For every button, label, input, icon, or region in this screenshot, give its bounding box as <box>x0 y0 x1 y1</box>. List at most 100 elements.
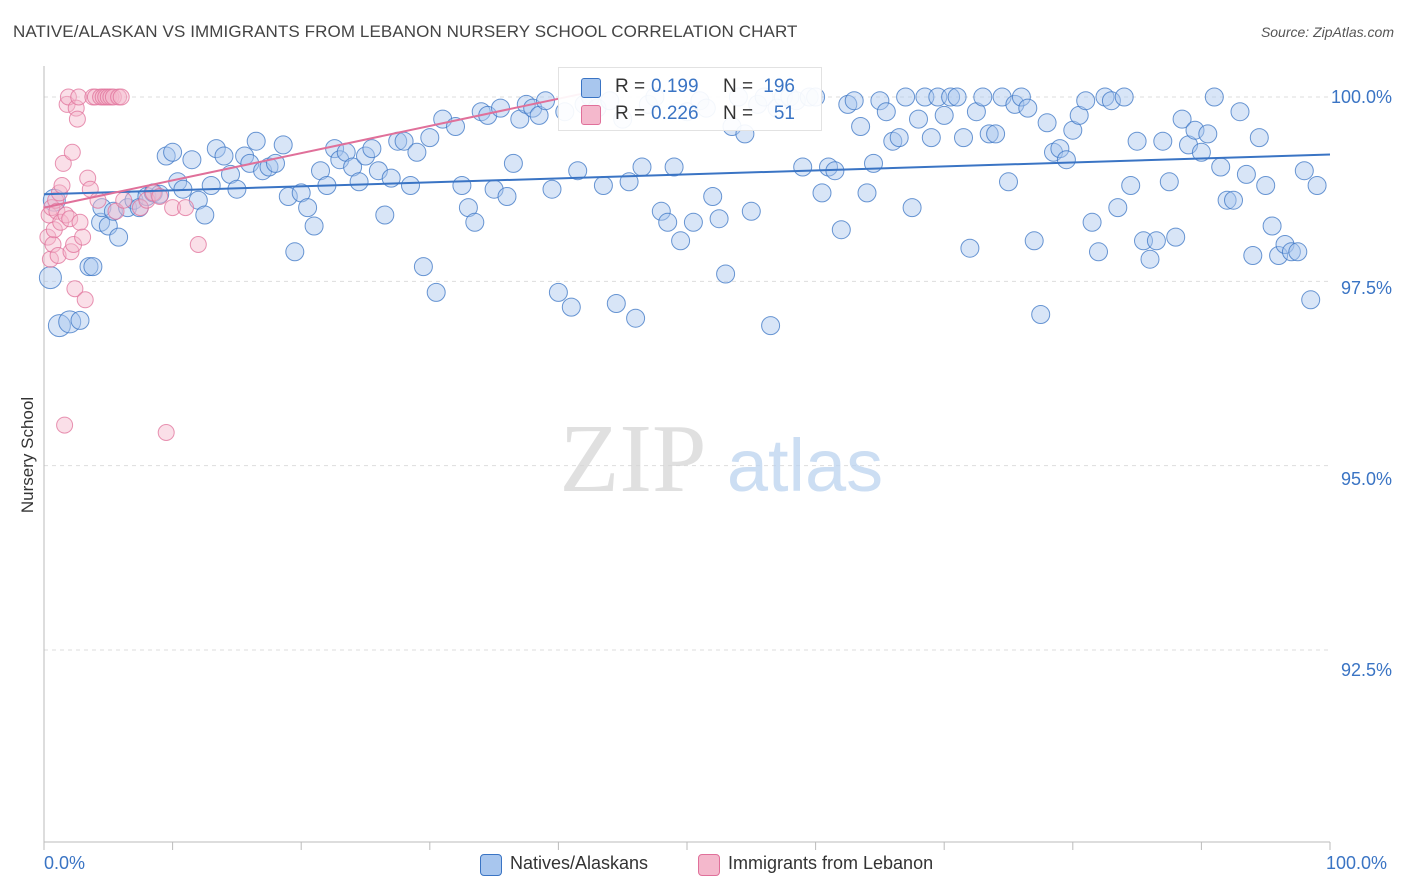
stats-swatch-lebanon <box>581 105 601 125</box>
watermark-atlas: atlas <box>727 424 883 507</box>
stats-n-value: 196 <box>763 76 795 97</box>
point-natives-184 <box>1230 102 1250 122</box>
point-lebanon-4 <box>44 236 62 253</box>
point-natives-18 <box>156 146 176 166</box>
y-axis-label: Nursery School <box>18 396 37 514</box>
stats-legend: R = 0.199 N = 196 R = 0.226 N = 51 <box>558 67 822 131</box>
point-lebanon-42 <box>115 191 133 209</box>
legend-swatch-natives <box>480 854 502 876</box>
point-natives-170 <box>1140 249 1160 269</box>
point-natives-141 <box>954 128 973 148</box>
stats-r-label: R = <box>615 103 646 124</box>
series-legend: Natives/Alaskans Immigrants from Lebanon <box>0 852 1406 878</box>
point-natives-131 <box>889 128 909 148</box>
point-natives-71 <box>503 153 523 173</box>
point-natives-80 <box>561 297 581 317</box>
point-lebanon-48 <box>164 199 182 217</box>
point-natives-126 <box>857 183 877 203</box>
point-natives-48 <box>349 172 369 192</box>
point-natives-34 <box>259 157 279 177</box>
point-natives-152 <box>1024 231 1044 251</box>
point-natives-167 <box>1121 176 1141 195</box>
point-natives-192 <box>1281 242 1301 262</box>
stats-r-value: 0.226 <box>651 103 699 124</box>
point-natives-145 <box>979 124 999 144</box>
point-natives-178 <box>1191 142 1211 162</box>
point-natives-175 <box>1172 109 1192 129</box>
stats-swatch-natives <box>581 78 601 98</box>
series-immigrants-from-lebanon <box>39 88 207 441</box>
point-lebanon-47 <box>157 424 175 441</box>
point-natives-149 <box>1005 94 1025 114</box>
x-tick-label-max: 100.0% <box>1326 853 1388 873</box>
point-natives-179 <box>1198 124 1218 144</box>
stats-legend-row-natives: R = 0.199 N = 196 <box>559 74 821 100</box>
point-natives-36 <box>273 135 293 155</box>
point-natives-120 <box>819 157 838 177</box>
point-natives-57 <box>407 142 427 162</box>
point-natives-25 <box>201 176 221 195</box>
stats-r-value: 0.199 <box>651 76 699 97</box>
point-natives-148 <box>999 172 1018 192</box>
point-lebanon-26 <box>74 228 92 246</box>
point-lebanon-46 <box>151 188 169 205</box>
point-natives-65 <box>465 212 485 232</box>
point-natives-87 <box>606 294 626 313</box>
point-natives-136 <box>921 128 941 148</box>
point-natives-139 <box>941 87 961 107</box>
point-natives-190 <box>1269 246 1289 265</box>
point-natives-58 <box>413 257 433 277</box>
point-natives-142 <box>960 238 980 258</box>
legend-swatch-lebanon <box>698 854 720 876</box>
point-natives-162 <box>1089 242 1108 262</box>
point-lebanon-19 <box>63 143 81 161</box>
point-natives-174 <box>1166 227 1186 247</box>
point-natives-128 <box>870 91 890 111</box>
point-natives-151 <box>1018 98 1038 118</box>
point-natives-182 <box>1217 190 1237 210</box>
point-natives-4 <box>70 310 90 330</box>
stats-n-value: 51 <box>773 103 795 124</box>
point-natives-180 <box>1204 87 1224 107</box>
point-lebanon-41 <box>112 88 130 106</box>
point-natives-133 <box>902 198 922 218</box>
point-natives-196 <box>1307 176 1327 195</box>
point-natives-165 <box>1108 198 1128 218</box>
point-natives-103 <box>709 209 729 229</box>
point-natives-195 <box>1301 290 1321 310</box>
source-label: Source: ZipAtlas.com <box>1260 24 1394 40</box>
point-natives-163 <box>1095 87 1115 107</box>
point-natives-132 <box>896 87 916 107</box>
point-natives-59 <box>420 128 440 148</box>
stats-legend-row-lebanon: R = 0.226 N = 51 <box>559 101 821 127</box>
legend-label-natives: Natives/Alaskans <box>510 853 649 873</box>
y-tick-label-92-5: 92.5% <box>1340 660 1392 680</box>
point-natives-168 <box>1127 131 1147 151</box>
stats-n-label: N = <box>723 76 754 97</box>
point-natives-181 <box>1211 157 1231 177</box>
point-natives-177 <box>1185 120 1205 140</box>
point-natives-166 <box>1114 87 1134 107</box>
y-tick-label-100: 100.0% <box>1330 87 1392 107</box>
point-natives-63 <box>452 176 472 195</box>
point-lebanon-25 <box>71 213 89 231</box>
point-natives-70 <box>497 187 517 206</box>
point-natives-3 <box>58 310 82 334</box>
point-lebanon-17 <box>61 210 79 228</box>
point-natives-24 <box>195 205 215 225</box>
point-natives-140 <box>947 87 967 107</box>
legend-label-lebanon: Immigrants from Lebanon <box>728 853 934 873</box>
point-natives-102 <box>703 187 723 206</box>
point-lebanon-21 <box>66 280 84 298</box>
point-natives-27 <box>214 146 234 166</box>
point-natives-183 <box>1224 190 1243 210</box>
point-natives-146 <box>986 124 1006 144</box>
point-natives-154 <box>1037 113 1057 133</box>
point-natives-188 <box>1256 176 1276 195</box>
point-lebanon-11 <box>53 177 71 194</box>
point-natives-189 <box>1262 216 1282 236</box>
trend-line-natives <box>43 153 1331 196</box>
point-lebanon-24 <box>70 88 88 106</box>
point-natives-153 <box>1031 305 1051 324</box>
